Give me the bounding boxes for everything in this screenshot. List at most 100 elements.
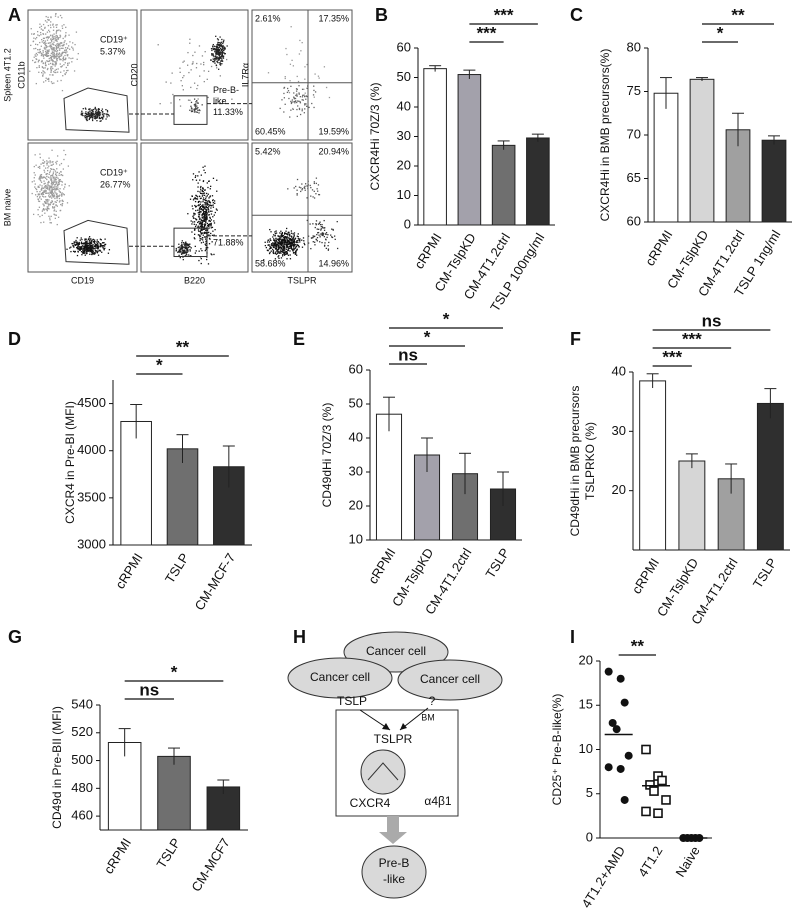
event-dot <box>208 201 211 203</box>
event-dot <box>222 46 224 48</box>
event-dot <box>96 120 98 122</box>
event-dot <box>54 63 57 65</box>
event-dot <box>313 106 315 109</box>
event-dot <box>306 219 308 222</box>
event-dot <box>84 238 86 240</box>
event-dot <box>272 236 274 238</box>
event-dot <box>97 246 100 249</box>
event-dot <box>215 35 217 37</box>
event-dot <box>105 118 107 120</box>
event-dot <box>94 115 97 118</box>
event-dot <box>286 241 288 243</box>
event-dot <box>199 75 201 77</box>
axis-label: B220 <box>184 275 205 285</box>
event-dot <box>175 250 177 252</box>
event-dot <box>197 209 199 211</box>
event-dot <box>202 197 205 199</box>
event-dot <box>298 100 300 102</box>
event-dot <box>102 242 104 244</box>
event-dot <box>104 244 106 246</box>
event-dot <box>44 48 46 50</box>
event-dot <box>327 248 330 250</box>
event-dot <box>200 208 202 210</box>
gate-label: Pre-B- <box>213 85 239 95</box>
event-dot <box>318 222 321 225</box>
event-dot <box>47 183 49 185</box>
event-dot <box>211 254 213 256</box>
event-dot <box>89 246 91 248</box>
event-dot <box>56 195 58 197</box>
event-dot <box>44 44 47 46</box>
panel-letter: G <box>8 627 22 647</box>
bar <box>457 74 482 226</box>
event-dot <box>95 109 97 111</box>
event-dot <box>319 221 321 223</box>
event-dot <box>187 213 189 215</box>
event-dot <box>84 117 87 119</box>
event-dot <box>100 117 102 120</box>
event-dot <box>89 116 91 118</box>
event-dot <box>274 258 277 260</box>
event-dot <box>313 89 315 92</box>
event-dot <box>61 205 63 207</box>
event-dot <box>59 43 61 45</box>
event-dot <box>42 193 45 196</box>
event-dot <box>69 48 71 50</box>
event-dot <box>43 204 45 206</box>
event-dot <box>56 223 58 226</box>
event-dot <box>72 243 74 245</box>
event-dot <box>290 238 292 241</box>
event-dot <box>85 118 88 121</box>
event-dot <box>202 206 204 208</box>
event-dot <box>106 116 108 118</box>
event-dot <box>64 62 66 64</box>
event-dot <box>51 164 53 166</box>
event-dot <box>56 155 59 157</box>
event-dot <box>91 112 93 114</box>
event-dot <box>37 49 39 51</box>
event-dot <box>209 204 212 206</box>
event-dot <box>284 243 286 245</box>
event-dot <box>88 249 91 252</box>
event-dot <box>275 253 278 255</box>
event-dot <box>43 221 45 223</box>
event-dot <box>283 242 286 244</box>
event-dot <box>288 245 290 247</box>
event-dot <box>67 62 69 64</box>
event-dot <box>102 110 104 113</box>
event-dot <box>213 234 215 236</box>
event-dot <box>56 24 58 26</box>
event-dot <box>57 38 59 40</box>
event-dot <box>209 224 211 226</box>
event-dot <box>216 46 218 48</box>
event-dot <box>304 189 306 191</box>
event-dot <box>42 176 45 179</box>
event-dot <box>46 55 48 57</box>
event-dot <box>298 246 300 248</box>
event-dot <box>218 42 220 44</box>
event-dot <box>195 67 198 69</box>
event-dot <box>315 193 317 195</box>
event-dot <box>220 60 222 62</box>
event-dot <box>40 175 42 178</box>
event-dot <box>192 208 194 210</box>
event-dot <box>290 26 292 28</box>
event-dot <box>214 60 216 62</box>
event-dot <box>212 48 214 50</box>
event-dot <box>103 113 105 115</box>
event-dot <box>202 194 204 196</box>
event-dot <box>46 162 48 164</box>
event-dot <box>186 254 188 256</box>
event-dot <box>55 71 57 74</box>
event-dot <box>52 47 55 49</box>
event-dot <box>91 116 93 118</box>
event-dot <box>296 235 299 237</box>
event-dot <box>179 247 181 249</box>
event-dot <box>311 189 314 191</box>
event-dot <box>303 240 305 242</box>
event-dot <box>46 51 48 53</box>
event-dot <box>50 38 52 40</box>
event-dot <box>43 161 46 163</box>
event-dot <box>50 191 52 193</box>
event-dot <box>106 109 109 112</box>
